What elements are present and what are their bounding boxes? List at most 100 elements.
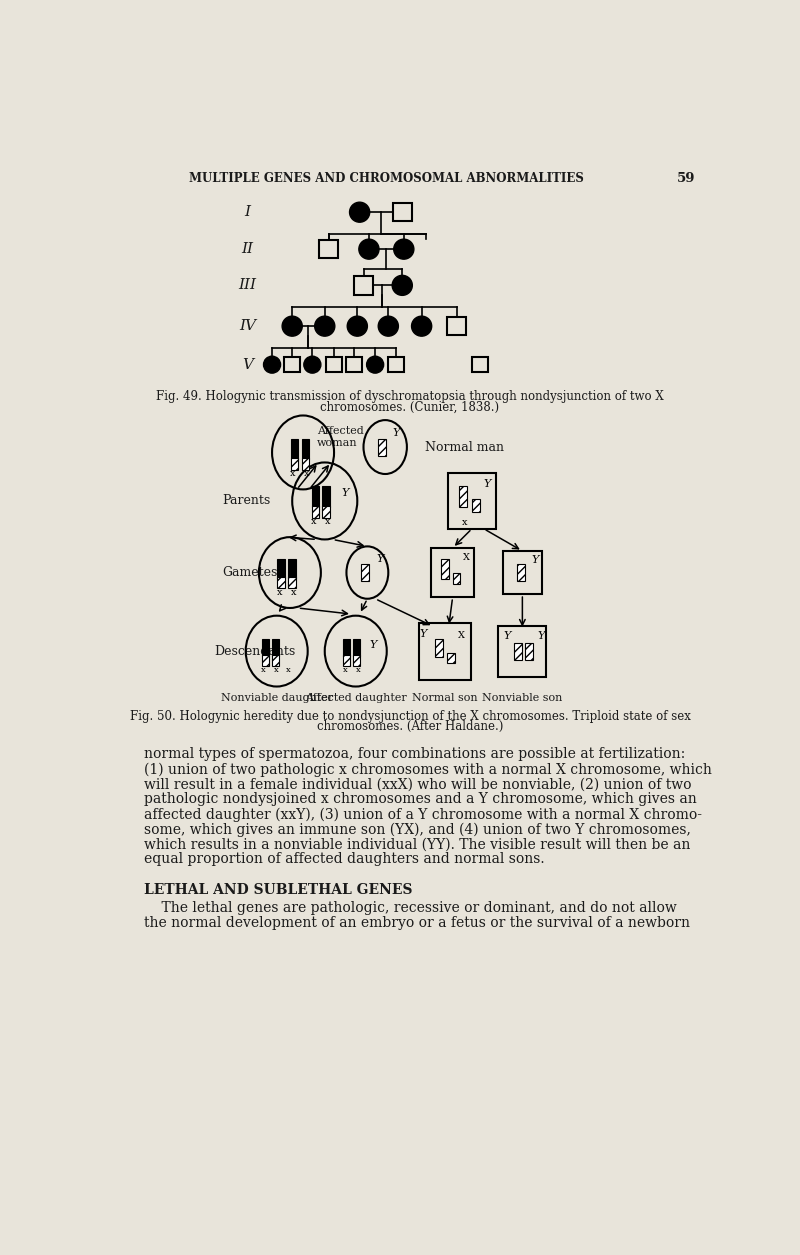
Text: which results in a nonviable individual (YY). The visible result will then be an: which results in a nonviable individual …	[144, 837, 690, 851]
Bar	[418, 622, 471, 680]
Bar	[288, 560, 296, 579]
Text: x: x	[356, 665, 361, 674]
Text: The lethal genes are pathologic, recessive or dominant, and do not allow: The lethal genes are pathologic, recessi…	[144, 901, 677, 915]
Bar	[378, 438, 386, 456]
Bar	[514, 643, 522, 660]
Text: Normal man: Normal man	[425, 441, 504, 453]
Circle shape	[350, 202, 370, 222]
Bar	[393, 203, 411, 221]
Circle shape	[304, 356, 321, 373]
Text: 59: 59	[678, 172, 696, 186]
Bar	[290, 458, 298, 471]
Bar	[290, 439, 298, 459]
Circle shape	[359, 240, 379, 260]
Text: Nonviable son: Nonviable son	[482, 693, 562, 703]
Bar	[526, 643, 534, 660]
Circle shape	[378, 316, 398, 336]
Bar	[472, 356, 487, 373]
Text: X: X	[463, 552, 470, 562]
Text: IV: IV	[238, 319, 256, 333]
Bar	[262, 655, 269, 665]
Bar	[498, 626, 546, 676]
Text: x: x	[342, 665, 347, 674]
Text: x: x	[462, 518, 467, 527]
Text: V: V	[242, 358, 253, 371]
Circle shape	[347, 316, 367, 336]
Text: x: x	[286, 665, 290, 674]
Text: Y: Y	[369, 640, 377, 650]
Bar	[343, 655, 350, 665]
Bar	[447, 318, 466, 335]
Text: some, which gives an immune son (YX), and (4) union of two Y chromosomes,: some, which gives an immune son (YX), an…	[144, 822, 691, 837]
Text: (1) union of two pathologic x chromosomes with a normal X chromosome, which: (1) union of two pathologic x chromosome…	[144, 762, 712, 777]
Bar	[322, 486, 330, 507]
Bar	[346, 356, 362, 373]
Circle shape	[263, 356, 281, 373]
Text: Y: Y	[419, 629, 427, 639]
Bar	[262, 639, 269, 655]
Text: equal proportion of affected daughters and normal sons.: equal proportion of affected daughters a…	[144, 852, 545, 866]
Bar	[272, 655, 278, 665]
Bar	[431, 548, 474, 597]
Text: Y: Y	[503, 631, 510, 641]
Text: will result in a female individual (xxX) who will be nonviable, (2) union of two: will result in a female individual (xxX)…	[144, 777, 692, 792]
Circle shape	[366, 356, 384, 373]
Text: Affected
woman: Affected woman	[317, 427, 364, 448]
Text: the normal development of an embryo or a fetus or the survival of a newborn: the normal development of an embryo or a…	[144, 916, 690, 930]
Text: III: III	[238, 279, 256, 292]
Bar	[517, 563, 525, 581]
Text: Normal son: Normal son	[412, 693, 478, 703]
Bar	[302, 458, 310, 471]
Bar	[311, 506, 319, 518]
Bar	[388, 356, 404, 373]
Text: pathologic nondysjoined x chromosomes and a Y chromosome, which gives an: pathologic nondysjoined x chromosomes an…	[144, 792, 697, 807]
Bar	[272, 639, 278, 655]
Bar	[447, 653, 455, 664]
Bar	[353, 655, 360, 665]
Text: x: x	[311, 517, 317, 526]
Bar	[278, 577, 286, 589]
Text: Y: Y	[538, 631, 545, 641]
Bar	[288, 577, 296, 589]
Text: x: x	[290, 468, 296, 478]
Text: Y: Y	[531, 555, 538, 565]
Text: chromosomes. (Cunier, 1838.): chromosomes. (Cunier, 1838.)	[321, 400, 499, 414]
Text: Y: Y	[484, 479, 491, 489]
Bar	[311, 486, 319, 507]
Text: x: x	[325, 517, 330, 526]
Bar	[435, 639, 442, 658]
Text: normal types of spermatozoa, four combinations are possible at fertilization:: normal types of spermatozoa, four combin…	[144, 747, 686, 762]
Text: x: x	[274, 665, 278, 674]
Bar	[353, 639, 360, 655]
Circle shape	[392, 275, 412, 295]
Bar	[322, 506, 330, 518]
Bar	[343, 639, 350, 655]
Bar	[302, 439, 310, 459]
Text: chromosomes. (After Haldane.): chromosomes. (After Haldane.)	[317, 720, 503, 733]
Text: LETHAL AND SUBLETHAL GENES: LETHAL AND SUBLETHAL GENES	[144, 882, 413, 897]
Circle shape	[394, 240, 414, 260]
Text: Affected daughter: Affected daughter	[305, 693, 406, 703]
Bar	[326, 356, 342, 373]
Bar	[278, 560, 286, 579]
Text: II: II	[242, 242, 254, 256]
Bar	[459, 486, 466, 507]
Text: Gametes: Gametes	[222, 566, 278, 579]
Bar	[472, 499, 480, 512]
Bar	[361, 563, 369, 581]
Circle shape	[282, 316, 302, 336]
Text: Y: Y	[392, 428, 400, 438]
Text: MULTIPLE GENES AND CHROMOSOMAL ABNORMALITIES: MULTIPLE GENES AND CHROMOSOMAL ABNORMALI…	[190, 172, 584, 186]
Bar	[453, 574, 460, 584]
Text: Y: Y	[342, 488, 349, 498]
Text: X: X	[458, 631, 466, 640]
Text: x: x	[304, 468, 310, 478]
Text: Parents: Parents	[222, 494, 270, 507]
Text: Nonviable daughter: Nonviable daughter	[221, 693, 333, 703]
Text: x: x	[261, 665, 266, 674]
Bar	[285, 356, 300, 373]
Text: affected daughter (xxY), (3) union of a Y chromosome with a normal X chromo-: affected daughter (xxY), (3) union of a …	[144, 807, 702, 822]
Text: I: I	[244, 206, 250, 220]
Text: Descendants: Descendants	[214, 645, 296, 658]
Text: x: x	[291, 589, 297, 597]
